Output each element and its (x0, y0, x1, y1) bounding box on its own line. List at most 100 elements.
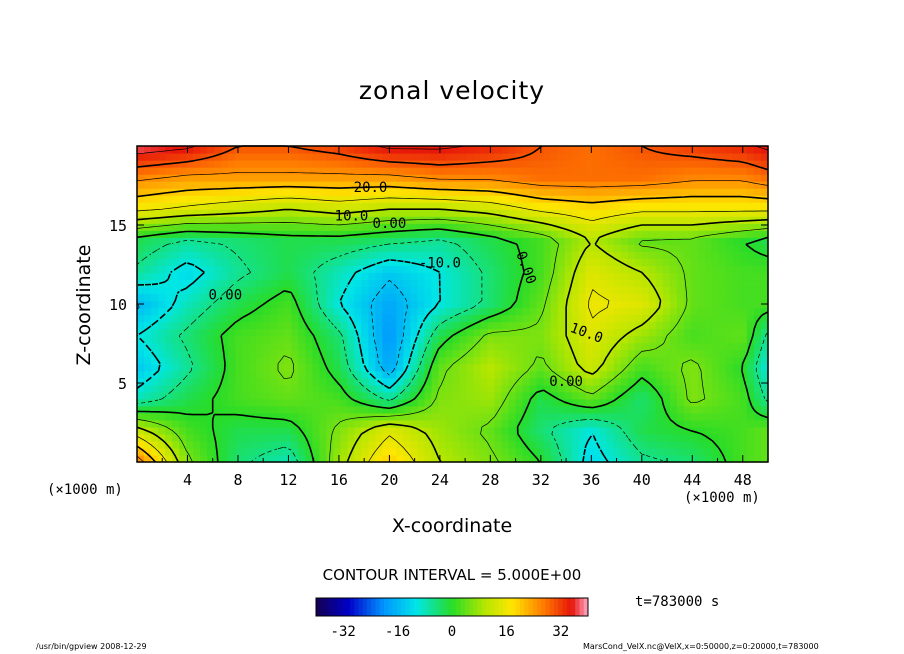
heatmap-cell (543, 342, 552, 351)
heatmap-cell (753, 391, 762, 400)
heatmap-cell (634, 272, 643, 281)
heatmap-cell (291, 321, 299, 330)
heatmap-cell (326, 426, 334, 435)
heatmap-cell (620, 181, 629, 189)
heatmap-cell (410, 286, 419, 295)
heatmap-cell (613, 349, 622, 358)
heatmap-cell (725, 188, 734, 196)
heatmap-cell (592, 391, 601, 400)
heatmap-cell (676, 174, 685, 182)
heatmap-cell (543, 265, 552, 273)
heatmap-cell (368, 223, 376, 231)
heatmap-cell (263, 279, 271, 288)
heatmap-cell (186, 216, 194, 224)
heatmap-cell (515, 384, 524, 393)
heatmap-cell (137, 167, 145, 175)
heatmap-cell (270, 440, 278, 449)
heatmap-cell (711, 342, 720, 351)
heatmap-cell (676, 447, 685, 456)
heatmap-cell (529, 272, 538, 281)
heatmap-cell (396, 293, 405, 302)
heatmap-cell (466, 230, 475, 238)
heatmap-cell (305, 328, 313, 337)
heatmap-cell (235, 146, 243, 154)
heatmap-cell (718, 195, 727, 203)
heatmap-cell (466, 328, 475, 337)
heatmap-cell (207, 363, 215, 372)
heatmap-cell (606, 391, 615, 400)
heatmap-cell (277, 447, 285, 456)
heatmap-cell (501, 349, 510, 358)
heatmap-cell (277, 440, 285, 449)
heatmap-cell (438, 363, 447, 372)
heatmap-cell (270, 181, 278, 189)
heatmap-cell (137, 209, 145, 217)
heatmap-cell (270, 405, 278, 414)
heatmap-cell (137, 447, 145, 456)
heatmap-cell (620, 426, 629, 435)
heatmap-cell (634, 300, 643, 309)
heatmap-cell (326, 286, 334, 295)
heatmap-cell (277, 265, 285, 273)
heatmap-cell (284, 447, 292, 456)
heatmap-cell (445, 433, 454, 442)
heatmap-cell (410, 349, 419, 358)
heatmap-cell (382, 321, 390, 330)
heatmap-cell (634, 286, 643, 295)
heatmap-cell (340, 363, 348, 372)
heatmap-cell (284, 230, 292, 238)
heatmap-cell (739, 314, 748, 323)
heatmap-cell (648, 398, 657, 407)
heatmap-cell (186, 272, 194, 281)
heatmap-cell (571, 321, 580, 330)
heatmap-cell (382, 202, 390, 210)
heatmap-cell (487, 195, 496, 203)
heatmap-cell (242, 146, 250, 154)
heatmap-cell (221, 237, 229, 245)
heatmap-cell (361, 391, 369, 400)
heatmap-cell (725, 314, 734, 323)
heatmap-cell (207, 300, 215, 309)
heatmap-cell (697, 440, 706, 449)
heatmap-cell (452, 244, 461, 252)
heatmap-cell (529, 160, 538, 168)
heatmap-cell (403, 195, 412, 203)
heatmap-cell (718, 426, 727, 435)
heatmap-cell (480, 356, 489, 365)
heatmap-cell (746, 419, 755, 428)
heatmap-cell (158, 272, 166, 281)
heatmap-cell (606, 244, 615, 252)
heatmap-cell (683, 363, 692, 372)
heatmap-cell (389, 342, 398, 351)
heatmap-cell (746, 307, 755, 316)
colorbar-swatch (460, 598, 466, 616)
heatmap-cell (585, 370, 594, 379)
heatmap-cell (200, 174, 208, 182)
heatmap-cell (389, 251, 398, 259)
heatmap-cell (466, 153, 475, 161)
heatmap-cell (326, 419, 334, 428)
heatmap-cell (543, 419, 552, 428)
heatmap-cell (508, 314, 517, 323)
heatmap-cell (438, 412, 447, 421)
heatmap-cell (557, 279, 566, 288)
heatmap-cell (739, 258, 748, 266)
heatmap-cell (585, 195, 594, 203)
heatmap-cell (515, 258, 524, 266)
heatmap-cell (165, 314, 173, 323)
heatmap-cell (508, 258, 517, 266)
heatmap-cell (235, 384, 243, 393)
heatmap-cell (690, 209, 699, 217)
heatmap-cell (137, 293, 145, 302)
time-label: t=783000 s (635, 594, 720, 610)
heatmap-cell (452, 153, 461, 161)
heatmap-cell (452, 440, 461, 449)
heatmap-cell (732, 370, 741, 379)
heatmap-cell (396, 195, 405, 203)
heatmap-cell (578, 335, 587, 344)
heatmap-cell (172, 342, 180, 351)
heatmap-cell (158, 377, 166, 386)
heatmap-cell (340, 370, 348, 379)
heatmap-cell (739, 174, 748, 182)
heatmap-cell (620, 377, 629, 386)
